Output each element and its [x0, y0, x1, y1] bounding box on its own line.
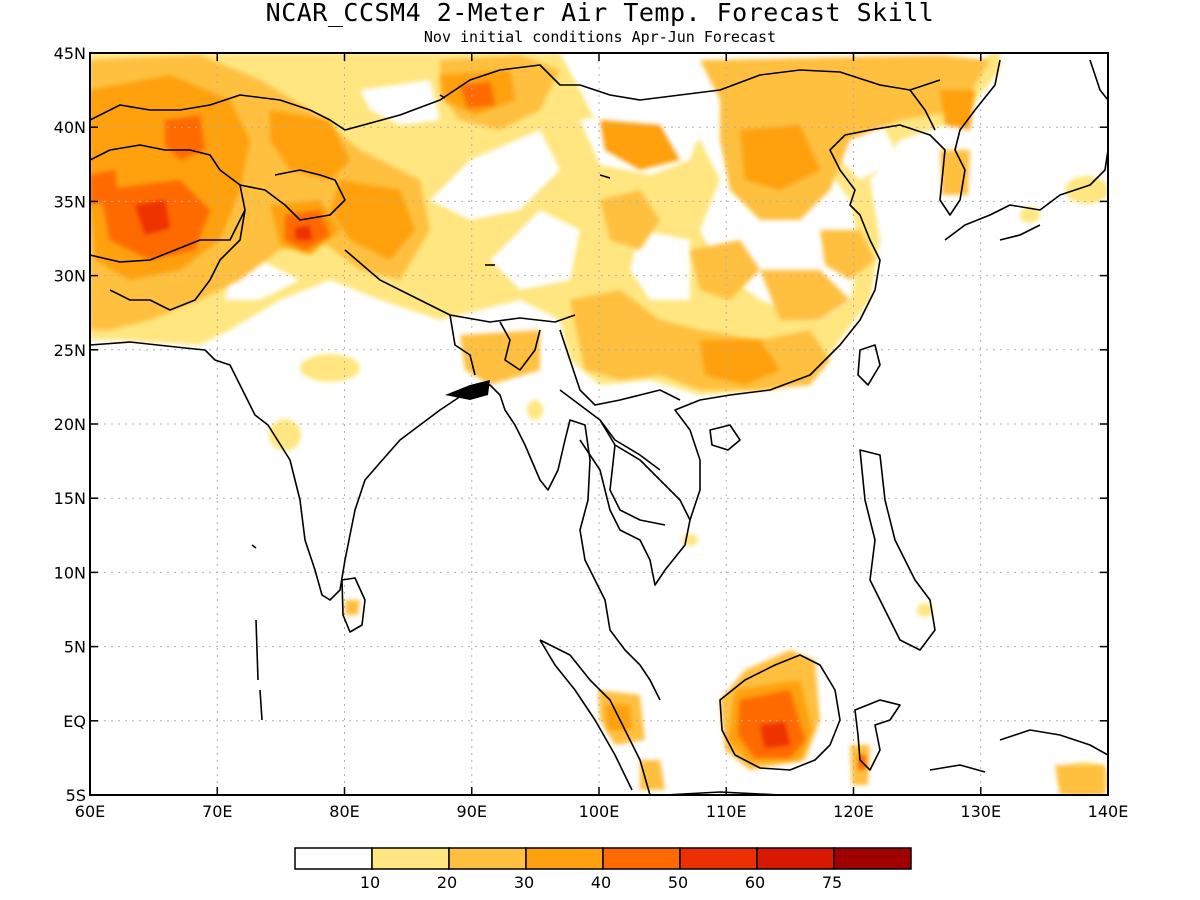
- lat-tick-label: 45N: [54, 44, 86, 63]
- colorbar-swatch: [448, 847, 527, 870]
- lon-tick-label: 130E: [960, 802, 1001, 821]
- colorbar: 10 20 30 40 50 60 75: [294, 847, 912, 892]
- map-subtitle: Nov initial conditions Apr-Jun Forecast: [423, 28, 777, 46]
- lat-tick-label: 5S: [66, 786, 86, 805]
- colorbar-swatch: [371, 847, 450, 870]
- lon-tick-label: 100E: [579, 802, 620, 821]
- skill-shading: [90, 53, 1108, 795]
- colorbar-label: 40: [591, 873, 611, 892]
- lat-tick-label: 40N: [54, 118, 86, 137]
- colorbar-label: 20: [437, 873, 457, 892]
- colorbar-swatch: [756, 847, 835, 870]
- ganges-delta: [445, 380, 490, 400]
- colorbar-label: 30: [514, 873, 534, 892]
- lon-tick-label: 60E: [75, 802, 105, 821]
- lat-tick-label: 25N: [54, 341, 86, 360]
- colorbar-label: 75: [822, 873, 842, 892]
- colorbar-label: 60: [745, 873, 765, 892]
- lon-tick-label: 120E: [833, 802, 874, 821]
- colorbar-label: 50: [668, 873, 688, 892]
- colorbar-swatch: [602, 847, 681, 870]
- colorbar-swatch: [294, 847, 373, 870]
- colorbar-swatch: [679, 847, 758, 870]
- lat-tick-label: 5N: [64, 638, 86, 657]
- graticule: [90, 53, 1108, 795]
- lon-tick-label: 140E: [1088, 802, 1129, 821]
- colorbar-label: 10: [360, 873, 380, 892]
- lat-tick-label: 35N: [54, 192, 86, 211]
- lat-tick-label: 30N: [54, 267, 86, 286]
- lat-tick-label: 10N: [54, 563, 86, 582]
- lat-tick-label: 15N: [54, 489, 86, 508]
- coastlines: [90, 59, 1108, 795]
- lat-tick-label: EQ: [63, 712, 86, 731]
- colorbar-swatch: [525, 847, 604, 870]
- lon-tick-label: 80E: [329, 802, 359, 821]
- colorbar-swatch: [833, 847, 912, 870]
- latitude-axis: 45N 40N 35N 30N 25N 20N 15N 10N 5N EQ 5S: [54, 44, 1108, 805]
- longitude-axis: 60E 70E 80E 90E 100E 110E 120E 130E 140E: [75, 53, 1129, 821]
- lat-tick-label: 20N: [54, 415, 86, 434]
- lon-tick-label: 70E: [202, 802, 232, 821]
- lon-tick-label: 90E: [457, 802, 487, 821]
- map-title: NCAR_CCSM4 2-Meter Air Temp. Forecast Sk…: [265, 0, 935, 27]
- lon-tick-label: 110E: [706, 802, 747, 821]
